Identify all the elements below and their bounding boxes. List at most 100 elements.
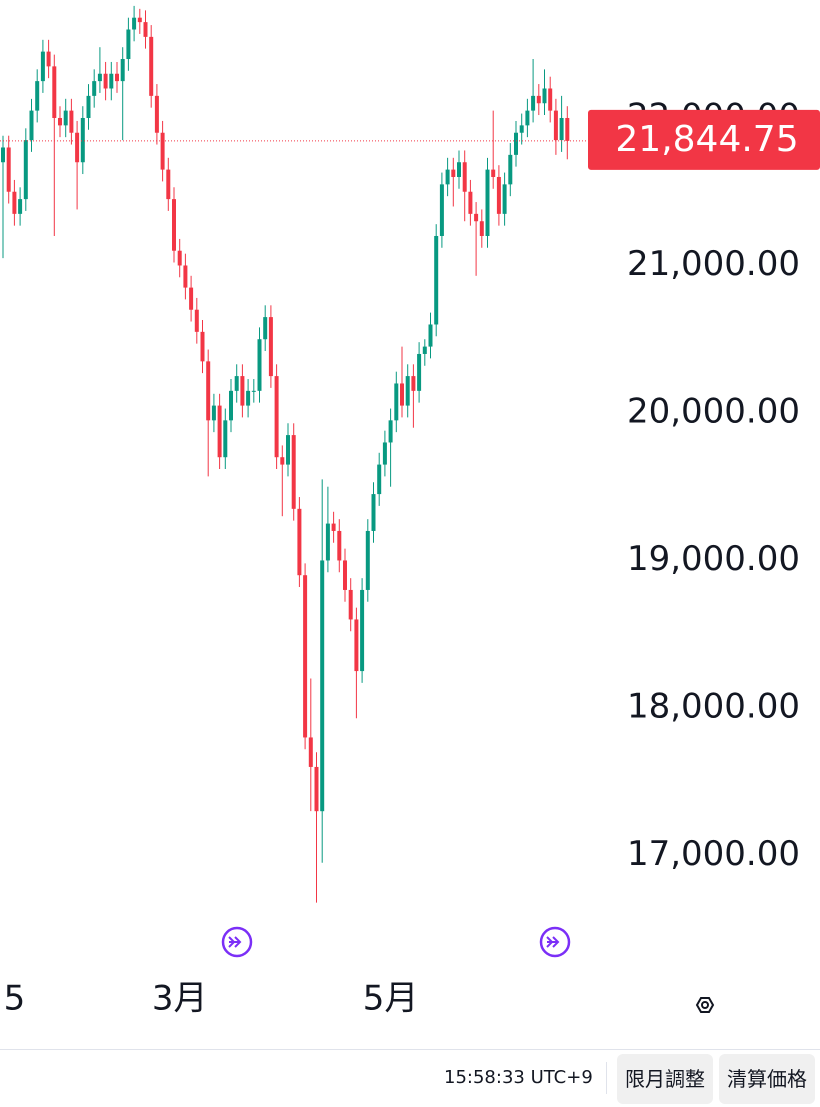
candle-body xyxy=(115,73,119,82)
candle-body xyxy=(274,376,279,458)
candle-body xyxy=(149,36,154,96)
footer: 15:58:33 UTC+9 限月調整 清算価格 xyxy=(0,1049,820,1107)
x-tick-label: 5月 xyxy=(363,979,419,1019)
candle-body xyxy=(194,309,199,332)
candle-body xyxy=(428,324,433,347)
candle-body xyxy=(291,435,296,509)
candle-body xyxy=(257,339,262,391)
candle-body xyxy=(542,88,547,104)
candle-body xyxy=(46,51,51,67)
candle-body xyxy=(536,95,541,104)
event-icons xyxy=(221,926,715,1013)
candle-body xyxy=(519,125,524,133)
candle-body xyxy=(80,117,85,163)
event-icon[interactable] xyxy=(221,926,253,958)
candle-body xyxy=(320,560,325,812)
candle-body xyxy=(502,184,507,214)
button[interactable]: 限月調整 xyxy=(617,1054,713,1104)
candle-body xyxy=(280,457,285,465)
candle-body xyxy=(354,619,359,672)
candle-body xyxy=(211,405,216,421)
y-tick-label: 20,000.00 xyxy=(627,391,800,431)
candle-body xyxy=(240,376,245,406)
candle-body xyxy=(382,442,387,465)
candle-body xyxy=(548,88,553,111)
event-icon[interactable] xyxy=(539,926,571,958)
candle-body xyxy=(514,132,518,155)
candle-body xyxy=(525,110,530,126)
candle-body xyxy=(63,110,68,126)
last-price-tag xyxy=(588,109,820,170)
y-tick-label: 17,000.00 xyxy=(627,834,800,874)
candle-body xyxy=(52,66,57,118)
candle-body xyxy=(251,390,256,392)
candle-body xyxy=(172,199,176,251)
candle-body xyxy=(434,235,439,325)
candle-body xyxy=(166,169,171,200)
clock: 15:58:33 UTC+9 xyxy=(444,1067,593,1088)
candle-body xyxy=(331,523,336,531)
candle-body xyxy=(109,73,114,89)
y-tick-label: 18,000.00 xyxy=(627,686,800,726)
candle-body xyxy=(508,154,513,185)
candle-body xyxy=(35,81,40,111)
candle-body xyxy=(462,162,467,192)
candle-body xyxy=(120,58,125,82)
candle-body xyxy=(314,766,319,812)
candle-body xyxy=(553,110,558,141)
candle-body xyxy=(286,435,290,465)
candle-body xyxy=(86,95,91,118)
candle-body xyxy=(559,117,564,141)
candle-body xyxy=(343,560,347,590)
candle-body xyxy=(365,530,370,590)
candle-body xyxy=(451,169,456,177)
candle-body xyxy=(303,575,308,738)
button[interactable]: 清算価格 xyxy=(719,1054,815,1104)
candle-body xyxy=(223,420,228,458)
candle-body xyxy=(29,110,34,141)
candle-body xyxy=(325,523,330,561)
candle-body xyxy=(468,191,473,214)
candle-body xyxy=(491,169,496,177)
candle-body xyxy=(439,184,444,236)
candle-body xyxy=(445,169,450,185)
candle-body xyxy=(337,530,342,561)
candle-body xyxy=(485,169,490,236)
candle-body xyxy=(154,95,159,133)
candle-body xyxy=(422,346,427,354)
candle-body xyxy=(388,420,393,443)
candle-body xyxy=(160,132,165,170)
candle-body xyxy=(23,140,28,200)
candle-body xyxy=(6,147,11,192)
event-icon-glyph xyxy=(546,936,560,948)
candle-body xyxy=(234,376,239,391)
candle-body xyxy=(268,317,273,377)
candle-body xyxy=(479,221,484,236)
candle-body xyxy=(40,51,45,82)
candle-body xyxy=(97,73,102,82)
candle-body xyxy=(206,361,211,421)
candle-body xyxy=(400,383,404,406)
x-tick-label: 3月 xyxy=(152,979,208,1019)
candle-body xyxy=(377,464,382,495)
candle-body xyxy=(189,287,194,310)
candle-body xyxy=(411,376,416,391)
x-tick-label: 5 xyxy=(4,979,26,1019)
candle-body xyxy=(263,317,268,340)
y-tick-label: 19,000.00 xyxy=(627,539,800,579)
candle-body xyxy=(531,95,536,111)
settings-icon[interactable] xyxy=(695,997,715,1013)
candle-body xyxy=(75,132,80,163)
candle-body xyxy=(132,17,137,30)
candle-body xyxy=(474,213,479,222)
candle-body xyxy=(126,29,131,59)
last-price-label: 21,844.75 xyxy=(615,119,798,160)
candle-body xyxy=(360,589,365,672)
y-tick-label: 21,000.00 xyxy=(627,244,800,284)
candle-body xyxy=(496,176,501,214)
candle-body xyxy=(143,22,148,37)
candle-body xyxy=(177,250,182,266)
candle-body xyxy=(394,383,399,421)
candle-body xyxy=(12,191,17,214)
candle-body xyxy=(417,353,422,391)
